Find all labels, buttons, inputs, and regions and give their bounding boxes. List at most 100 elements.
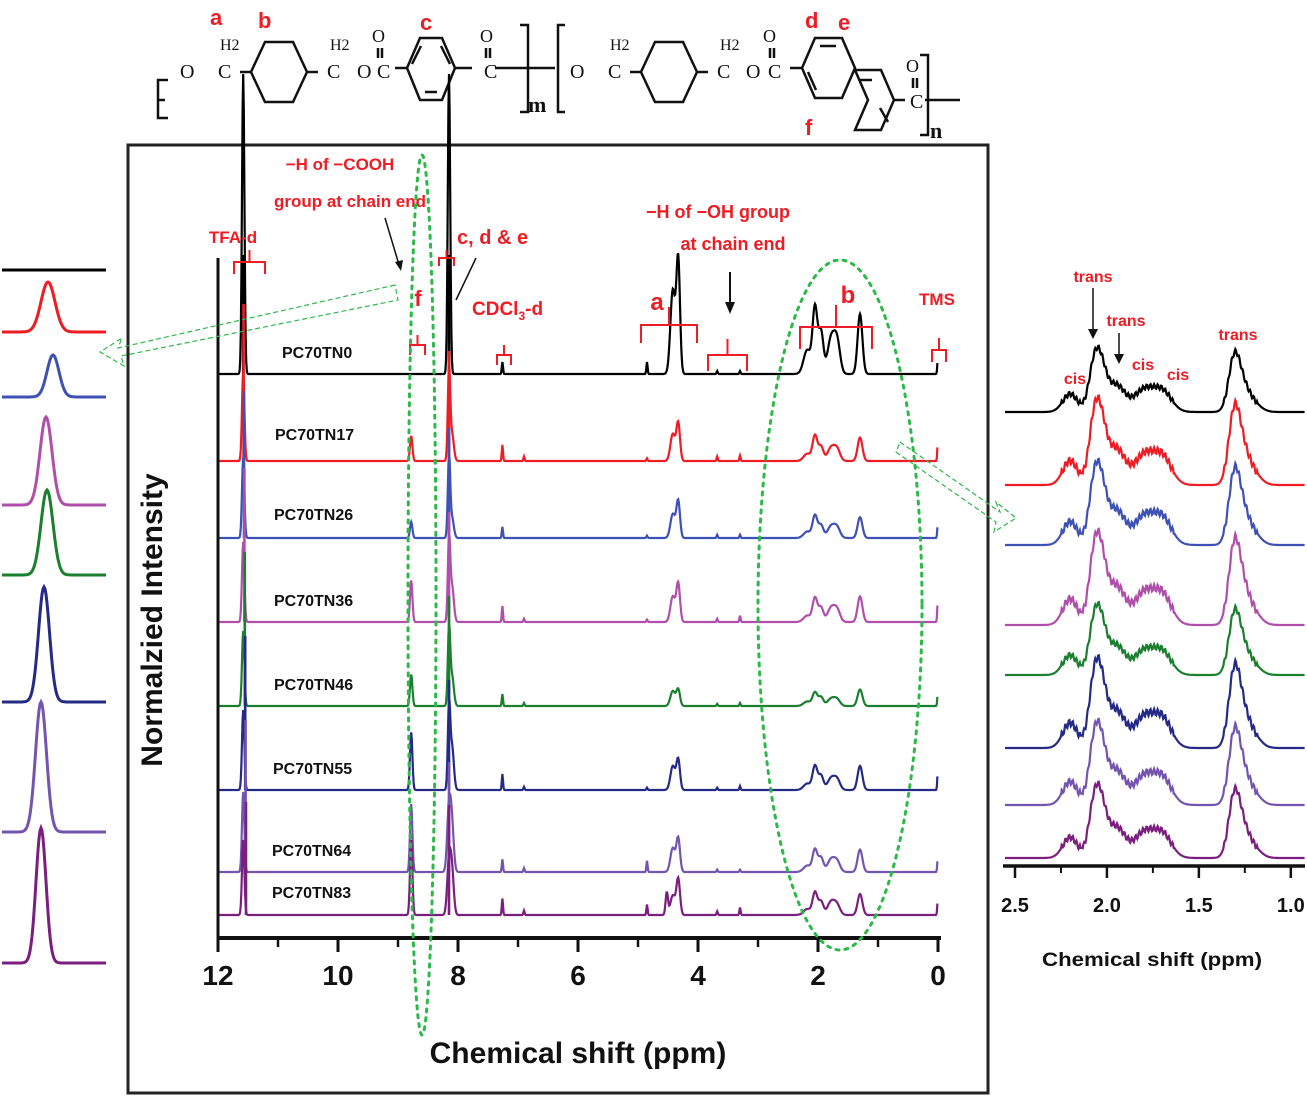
subscript-n: n [930, 118, 942, 143]
series-label: PC70TN26 [274, 507, 353, 524]
annotation-tfa-d: TFA-d [209, 228, 257, 247]
cyclohexane-ring-2 [639, 40, 699, 104]
bracket-f [409, 335, 426, 355]
bracket-tfa-d [233, 250, 266, 274]
structure-atom: C [768, 61, 781, 83]
bracket-b [799, 305, 873, 349]
x-tick-label: 12 [202, 960, 233, 991]
structure-label-e: e [838, 10, 850, 35]
cyclohexane-ring-1 [249, 40, 309, 104]
right-annotation-cis: cis [1064, 371, 1086, 388]
highlight-ellipses [406, 153, 924, 1037]
spectrum-PC70TN83 [218, 839, 939, 917]
b-region-highlight [756, 258, 924, 952]
right-annotation-trans: trans [1218, 327, 1257, 344]
spectrum-PC70TN0 [218, 73, 939, 376]
series-label: PC70TN64 [272, 843, 351, 860]
structure-label-a: a [210, 5, 223, 30]
naphthalene-ring-2 [853, 68, 896, 132]
structure-atom: C [717, 61, 730, 83]
bracket-a [640, 307, 698, 343]
annotation-cdcl3: CDCl3-d [472, 299, 543, 323]
left-inset-PC70TN26 [2, 353, 106, 399]
spectrum-PC70TN36 [218, 532, 939, 624]
right-inset-b-region [1005, 344, 1305, 860]
right-inset-PC70TN64 [1005, 717, 1305, 807]
structure-label-b: b [258, 8, 271, 33]
right-x-tick-label: 1.5 [1185, 895, 1213, 917]
bracket-oh [707, 339, 748, 371]
right-inset-PC70TN0 [1005, 344, 1305, 414]
structure-atom: O [746, 61, 760, 83]
right-annotation-trans: trans [1106, 313, 1145, 330]
spectrum-PC70TN17 [218, 364, 939, 463]
cooh-arrowhead [395, 260, 403, 271]
spectrum-PC70TN46 [218, 623, 939, 708]
f-peak-highlight [406, 153, 438, 1037]
structure-atom: C [608, 61, 621, 83]
series-label: PC70TN17 [275, 427, 354, 444]
spectrum-PC70TN64 [218, 790, 939, 874]
structure-atom: O [372, 26, 385, 46]
series-label: PC70TN46 [274, 677, 353, 694]
structure-atom: O [180, 61, 194, 83]
structure-atom: C [327, 61, 340, 83]
main-x-axis: 12 10 8 6 4 2 0 [202, 258, 946, 991]
structure-atom: O [480, 26, 493, 46]
right-inset-PC70TN17 [1005, 394, 1305, 487]
structure-atom: O [906, 56, 919, 76]
x-tick-label: 2 [810, 960, 826, 991]
structure-label-c: c [420, 10, 432, 35]
spectrum-PC70TN26 [218, 452, 939, 540]
bracket-cde [438, 250, 455, 266]
x-axis-label: Chemical shift (ppm) [430, 1037, 727, 1070]
cooh-arrow [384, 217, 401, 269]
trans-arrowhead-2 [1114, 354, 1124, 364]
annotation-cooh-line2: group at chain end [274, 192, 426, 211]
series-label: PC70TN36 [274, 593, 353, 610]
zoom-arrows [98, 284, 1018, 534]
x-tick-label: 6 [570, 960, 586, 991]
main-panel-frame [126, 143, 990, 1095]
structure-label-d: d [805, 8, 818, 33]
bracket-cdcl3 [496, 345, 512, 365]
annotation-a: a [650, 289, 664, 316]
structure-atom: O [570, 61, 584, 83]
left-inset-PC70TN64 [2, 698, 106, 834]
cde-arrow [455, 257, 477, 301]
right-zoom-arrow [895, 441, 1018, 534]
left-bracket-n [556, 23, 565, 114]
right-x-axis-label: Chemical shift (ppm) [1042, 950, 1262, 971]
structure-atom: O [357, 61, 371, 83]
right-x-tick-label: 2.0 [1093, 895, 1121, 917]
left-inset-PC70TN17 [2, 280, 106, 334]
right-inset-PC70TN26 [1005, 457, 1305, 547]
x-tick-label: 8 [450, 960, 466, 991]
right-inset-PC70TN36 [1005, 527, 1305, 627]
structure-atom: C [377, 61, 390, 83]
oh-arrowhead [725, 302, 735, 314]
structure-atom: C [484, 61, 497, 83]
structure-atom: C [910, 91, 923, 113]
right-annotation-cis: cis [1167, 367, 1189, 384]
structure-atom: C [218, 61, 231, 83]
structure-atom: H2 [610, 37, 630, 54]
annotation-f: f [414, 286, 422, 311]
annotation-oh-line2: at chain end [680, 234, 785, 254]
series-label: PC70TN55 [273, 761, 352, 778]
main-plot-area [218, 73, 939, 917]
trans-arrowhead-1 [1088, 329, 1098, 339]
structure-label-f: f [805, 115, 813, 140]
right-inset-PC70TN46 [1005, 600, 1305, 677]
right-inset-PC70TN83 [1005, 780, 1305, 860]
left-inset-PC70TN36 [2, 414, 106, 507]
subscript-m: m [528, 92, 546, 117]
x-tick-label: 4 [690, 960, 706, 991]
spectrum-PC70TN55 [218, 698, 939, 792]
annotation-cde: c, d & e [457, 227, 528, 249]
series-labels: PC70TN0 PC70TN17 PC70TN26 PC70TN36 PC70TN46 P… [272, 345, 354, 902]
left-inset-PC70TN55 [2, 583, 106, 704]
annotation-cooh-line1: −H of −COOH [286, 155, 395, 174]
